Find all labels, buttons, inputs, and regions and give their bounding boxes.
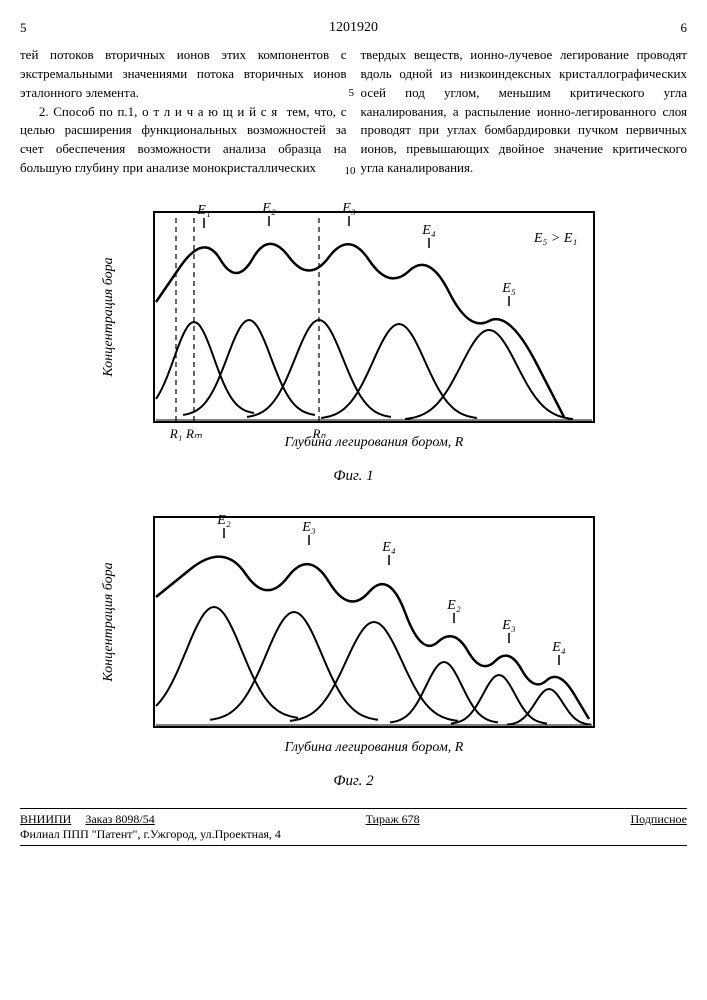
svg-text:Rₘ: Rₘ: [184, 426, 202, 441]
left-column: тей потоков вторичных ионов этих компоне…: [20, 46, 347, 178]
imprint-footer: ВНИИПИ Заказ 8098/54 Тираж 678 Подписное…: [20, 808, 687, 846]
footer-address: Филиал ППП "Патент", г.Ужгород, ул.Проек…: [20, 827, 687, 842]
svg-text:E₃: E₃: [501, 618, 516, 633]
footer-sub: Подписное: [631, 812, 688, 827]
svg-text:E₄: E₄: [381, 540, 396, 555]
line-number-10: 10: [345, 164, 356, 180]
svg-text:E₁: E₁: [196, 203, 210, 218]
svg-text:Глубина легирования бором, R: Глубина легирования бором, R: [283, 435, 463, 450]
body-text-left: тей потоков вторичных ионов этих компоне…: [20, 47, 350, 175]
body-columns: тей потоков вторичных ионов этих компоне…: [20, 46, 687, 178]
footer-order: Заказ 8098/54: [85, 812, 154, 827]
svg-text:E₃: E₃: [341, 201, 356, 216]
page-header: 5 1201920 6: [20, 20, 687, 36]
page-number-left: 5: [20, 20, 27, 36]
svg-text:R₁: R₁: [168, 426, 181, 441]
svg-text:E₅: E₅: [501, 281, 516, 296]
svg-text:Концентрация бора: Концентрация бора: [101, 562, 116, 682]
svg-text:Концентрация бора: Концентрация бора: [101, 257, 116, 377]
figure-1-caption: Фиг. 1: [20, 468, 687, 485]
figure-1: Концентрация бора Глубина легирования бор…: [94, 192, 614, 462]
svg-text:Глубина легирования бором, R: Глубина легирования бором, R: [283, 740, 463, 755]
svg-text:E₃: E₃: [301, 520, 316, 535]
right-column: 5 10 твердых веществ, ионно-лучевое леги…: [361, 46, 688, 178]
svg-text:E₄: E₄: [551, 640, 566, 655]
svg-text:E₂: E₂: [446, 598, 461, 613]
svg-text:Rₙ: Rₙ: [311, 426, 326, 441]
footer-org: ВНИИПИ: [20, 812, 71, 827]
svg-text:E₂: E₂: [261, 201, 276, 216]
document-number: 1201920: [329, 20, 378, 36]
svg-text:E₂: E₂: [216, 513, 231, 528]
page-number-right: 6: [681, 20, 688, 36]
svg-text:E₄: E₄: [421, 223, 436, 238]
figure-2: Концентрация бора Глубина легирования бор…: [94, 497, 614, 767]
figure-2-caption: Фиг. 2: [20, 773, 687, 790]
svg-text:E₅ > E₁: E₅ > E₁: [533, 231, 577, 246]
footer-tirazh: Тираж 678: [366, 812, 420, 827]
line-number-5: 5: [349, 86, 355, 102]
body-text-right: твердых веществ, ионно-лучевое легирован…: [361, 47, 691, 175]
